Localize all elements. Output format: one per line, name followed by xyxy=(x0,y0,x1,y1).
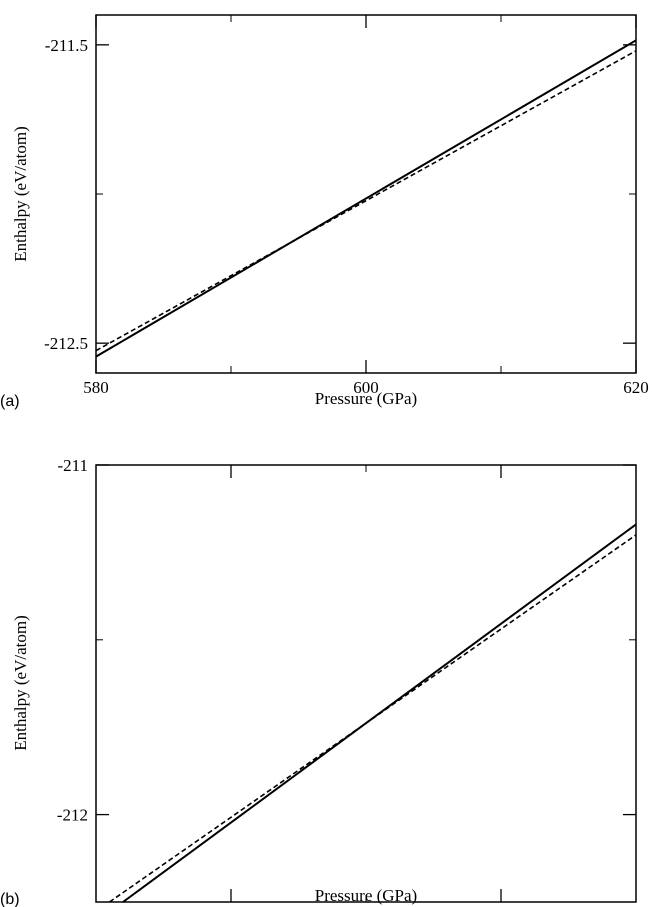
axis-ticks: 580 600 620 -212.5 -211.5 xyxy=(44,15,649,397)
data-lines xyxy=(96,39,636,358)
chart-panel-b: 560580-212-211 Pressure (GPa) Enthalpy (… xyxy=(0,456,637,907)
minor-ticks xyxy=(95,465,637,902)
y-axis-label: Enthalpy (eV/atom) xyxy=(11,615,30,751)
y-tick-label: -211 xyxy=(57,456,88,475)
panel-label-a: (a) xyxy=(0,393,20,410)
dashed-series-line xyxy=(96,50,636,352)
y-tick-label: -211.5 xyxy=(45,36,88,55)
x-axis-label: Pressure (GPa) xyxy=(315,886,417,905)
plot-frame xyxy=(95,464,637,903)
panel-label-b: (b) xyxy=(0,891,20,907)
solid-series-line xyxy=(96,39,636,358)
chart-panel-a: 580 600 620 -212.5 -211.5 Pressure (GPa) Ent… xyxy=(0,14,649,410)
y-tick-label: -212 xyxy=(57,806,88,825)
y-tick-label: -212.5 xyxy=(44,334,88,353)
x-axis-label: Pressure (GPa) xyxy=(315,389,417,408)
data-lines xyxy=(109,523,636,902)
x-tick-label: 620 xyxy=(623,378,649,397)
x-tick-label: 600 xyxy=(353,378,379,397)
axis-ticks: 560580-212-211 xyxy=(57,456,636,902)
minor-ticks xyxy=(96,15,636,373)
plot-frame xyxy=(95,14,637,374)
x-tick-label: 580 xyxy=(83,378,109,397)
dashed-series-line xyxy=(109,534,636,902)
y-axis-label: Enthalpy (eV/atom) xyxy=(11,126,30,262)
